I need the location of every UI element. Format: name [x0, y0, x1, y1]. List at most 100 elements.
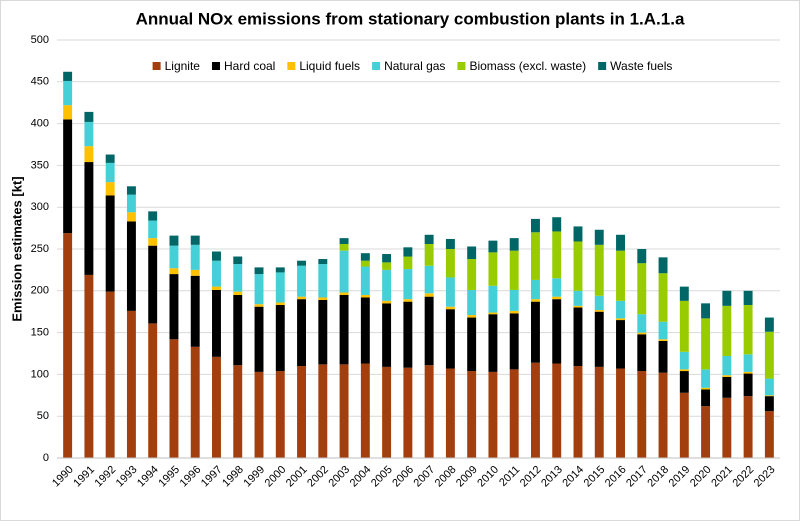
bar-segment: [594, 295, 604, 311]
bar-segment: [212, 356, 221, 458]
bar-segment: [488, 371, 498, 458]
bar-segment: [360, 260, 370, 267]
y-tick-label: 450: [31, 76, 49, 88]
bar-segment: [552, 299, 562, 364]
bar-segment: [148, 238, 158, 246]
bar-segment: [403, 256, 413, 270]
bar-segment: [297, 296, 307, 300]
bar-segment: [722, 375, 732, 377]
bar-segment: [701, 318, 711, 370]
bar-segment: [467, 289, 477, 316]
bar-segment: [616, 318, 625, 321]
bar-segment: [63, 80, 73, 106]
bar-segment: [658, 372, 668, 458]
legend-label: Hard coal: [224, 59, 275, 73]
bar-segment: [360, 266, 370, 295]
bar-segment: [169, 268, 179, 275]
bar-segment: [616, 234, 625, 251]
bar-segment: [126, 212, 136, 222]
bar-segment: [488, 285, 498, 313]
legend-label: Biomass (excl. waste): [469, 59, 586, 73]
bar-segment: [594, 366, 604, 458]
bar-segment: [701, 369, 711, 388]
legend-swatch: [211, 62, 220, 70]
bar-segment: [360, 297, 370, 364]
bar-segment: [148, 220, 158, 239]
bar-segment: [105, 195, 115, 292]
bar-segment: [318, 264, 328, 298]
bar-segment: [63, 71, 73, 81]
bar-segment: [509, 250, 519, 290]
bar-segment: [212, 286, 221, 290]
bar-segment: [467, 371, 477, 458]
bar-segment: [148, 245, 158, 324]
bar-segment: [148, 211, 158, 221]
bar-segment: [403, 301, 413, 368]
bar-segment: [105, 182, 115, 196]
bar-segment: [169, 235, 179, 246]
bar-segment: [424, 234, 434, 244]
bar-segment: [743, 305, 753, 355]
bar-segment: [360, 363, 370, 458]
bar-segment: [382, 366, 392, 458]
bar-segment: [424, 365, 434, 458]
bar-segment: [530, 362, 540, 458]
bar-segment: [190, 235, 200, 245]
bar-segment: [764, 378, 774, 396]
bar-segment: [743, 371, 753, 374]
bar-segment: [552, 231, 562, 279]
bar-segment: [339, 292, 349, 295]
bar-segment: [509, 310, 519, 314]
y-tick-label: 0: [43, 452, 49, 464]
bar-segment: [743, 396, 753, 458]
bar-segment: [637, 332, 647, 335]
bar-segment: [573, 241, 583, 291]
bar-segment: [467, 246, 477, 260]
bar-segment: [233, 264, 243, 292]
bar-segment: [530, 301, 540, 363]
bar-segment: [424, 243, 434, 266]
bar-segment: [509, 238, 519, 251]
legend-label: Lignite: [165, 59, 201, 73]
bar-segment: [679, 286, 689, 301]
bar-segment: [403, 269, 413, 300]
bar-segment: [594, 310, 604, 312]
bar-segment: [722, 376, 732, 398]
bar-segment: [658, 273, 668, 322]
bar-segment: [616, 368, 625, 458]
bar-segment: [360, 294, 370, 298]
bar-segment: [382, 262, 392, 270]
bar-segment: [445, 309, 455, 369]
bar-segment: [509, 369, 519, 458]
y-tick-label: 250: [31, 243, 49, 255]
bar-segment: [743, 373, 753, 397]
legend-label: Natural gas: [384, 59, 445, 73]
bar-segment: [424, 265, 434, 294]
bar-segment: [254, 267, 264, 275]
bar-segment: [594, 229, 604, 245]
bar-segment: [445, 277, 455, 307]
bar-segment: [722, 397, 732, 458]
bar-segment: [743, 290, 753, 306]
bar-segment: [722, 356, 732, 376]
bar-segment: [573, 290, 583, 306]
bar-segment: [679, 371, 689, 393]
bar-segment: [297, 299, 307, 367]
bar-segment: [297, 260, 307, 266]
bar-segment: [637, 263, 647, 315]
bar-segment: [84, 162, 94, 275]
bar-segment: [594, 244, 604, 296]
bar-segment: [148, 323, 158, 458]
bar-segment: [616, 320, 625, 369]
bar-segment: [467, 259, 477, 290]
y-tick-label: 350: [31, 159, 49, 171]
bar-segment: [339, 238, 349, 244]
bar-segment: [488, 240, 498, 253]
bar-segment: [297, 366, 307, 458]
bar-segment: [382, 300, 392, 304]
bar-segment: [63, 233, 73, 458]
bar-segment: [275, 272, 285, 303]
bar-segment: [530, 232, 540, 280]
bar-segment: [318, 297, 328, 300]
